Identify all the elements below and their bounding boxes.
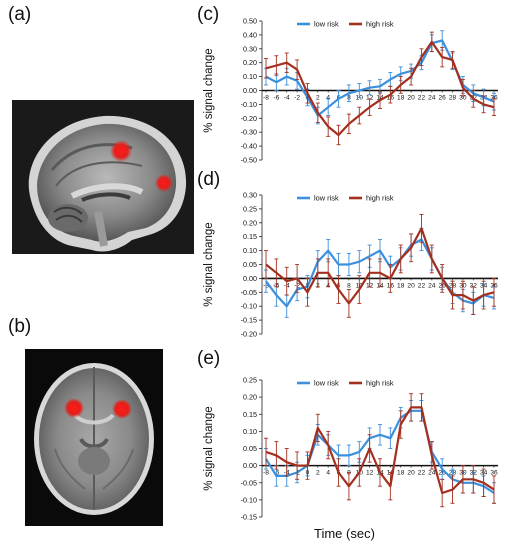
x-tick-label: 4 [326, 95, 330, 102]
y-tick-label: 0.25 [243, 204, 257, 213]
legend-label-low-risk: low risk [314, 379, 339, 388]
y-tick-label: -0.30 [241, 128, 257, 137]
y-tick-label: 0.00 [243, 86, 257, 95]
legend-label-low-risk: low risk [314, 20, 339, 29]
y-tick-label: -0.05 [241, 478, 257, 487]
x-tick-label: 2 [316, 95, 320, 102]
x-tick-label: 2 [316, 470, 320, 477]
x-tick-label: 24 [428, 282, 436, 289]
y-tick-label: -0.10 [241, 495, 257, 504]
y-tick-label: 0.00 [243, 461, 257, 470]
x-tick-label: 32 [470, 282, 478, 289]
x-tick-label: 12 [366, 95, 374, 102]
series-line-high-risk [265, 406, 495, 495]
x-tick-label: 36 [490, 470, 498, 477]
x-tick-label: 22 [418, 282, 426, 289]
x-tick-label: 8 [347, 282, 351, 289]
panel-label-d: (d) [197, 169, 221, 190]
panel-label-a: (a) [8, 4, 32, 25]
x-tick-label: -8 [263, 95, 269, 102]
y-tick-label: 0.10 [243, 427, 257, 436]
y-tick-label: 0.10 [243, 246, 257, 255]
x-tick-label: 4 [326, 470, 330, 477]
shared-x-axis-label: Time (sec) [314, 526, 375, 541]
series-line-high-risk [265, 227, 495, 305]
x-tick-label: 18 [397, 282, 405, 289]
panel-label-c: (c) [197, 4, 220, 25]
x-tick-label: -8 [263, 470, 269, 477]
series-line-high-risk [265, 40, 495, 137]
x-tick-label: 18 [397, 470, 405, 477]
x-tick-label: 10 [356, 95, 364, 102]
sagittal-brain-image [12, 100, 194, 254]
y-tick-label: 0.30 [243, 191, 257, 200]
y-axis-label: % signal change [203, 406, 215, 490]
y-tick-label: 0.30 [243, 44, 257, 53]
x-tick-label: 24 [428, 470, 436, 477]
y-tick-label: 0.05 [243, 260, 257, 269]
y-tick-label: 0.20 [243, 218, 257, 227]
x-tick-label: 18 [397, 95, 405, 102]
y-tick-label: 0.15 [243, 232, 257, 241]
x-tick-label: 22 [418, 95, 426, 102]
y-tick-label: -0.10 [241, 100, 257, 109]
y-tick-label: 0.40 [243, 30, 257, 39]
y-tick-label: -0.15 [241, 316, 257, 325]
series-line-low-risk [265, 409, 495, 494]
y-tick-label: -0.40 [241, 142, 257, 151]
legend-label-high-risk: high risk [366, 20, 394, 29]
x-tick-label: 20 [407, 470, 415, 477]
x-tick-label: 20 [407, 95, 415, 102]
x-tick-label: 22 [418, 470, 426, 477]
y-axis-label: % signal change [203, 222, 215, 306]
y-tick-label: 0.10 [243, 72, 257, 81]
y-tick-label: -0.20 [241, 330, 257, 339]
x-tick-label: -2 [294, 95, 300, 102]
panel-label-e: (e) [197, 348, 221, 369]
x-tick-label: -6 [273, 95, 279, 102]
y-tick-label: 0.00 [243, 274, 257, 283]
y-tick-label: 0.25 [243, 376, 257, 385]
panel-label-b: (b) [8, 316, 32, 337]
x-tick-label: 30 [459, 95, 467, 102]
y-tick-label: 0.15 [243, 410, 257, 419]
x-tick-label: 26 [439, 95, 447, 102]
legend-label-low-risk: low risk [314, 194, 339, 203]
y-tick-label: -0.20 [241, 114, 257, 123]
y-axis-label: % signal change [203, 48, 215, 132]
y-tick-label: 0.05 [243, 444, 257, 453]
y-tick-label: 0.50 [243, 17, 257, 26]
x-tick-label: 24 [428, 95, 436, 102]
axial-brain-image [25, 349, 163, 526]
x-tick-label: 20 [407, 282, 415, 289]
x-tick-label: 28 [449, 95, 457, 102]
y-tick-label: -0.15 [241, 513, 257, 522]
legend-label-high-risk: high risk [366, 194, 394, 203]
y-tick-label: -0.10 [241, 302, 257, 311]
y-tick-label: 0.20 [243, 58, 257, 67]
legend-label-high-risk: high risk [366, 379, 394, 388]
x-tick-label: -4 [284, 95, 290, 102]
x-tick-label: 12 [366, 470, 374, 477]
y-tick-label: -0.05 [241, 288, 257, 297]
y-tick-label: 0.20 [243, 393, 257, 402]
y-tick-label: -0.50 [241, 156, 257, 165]
